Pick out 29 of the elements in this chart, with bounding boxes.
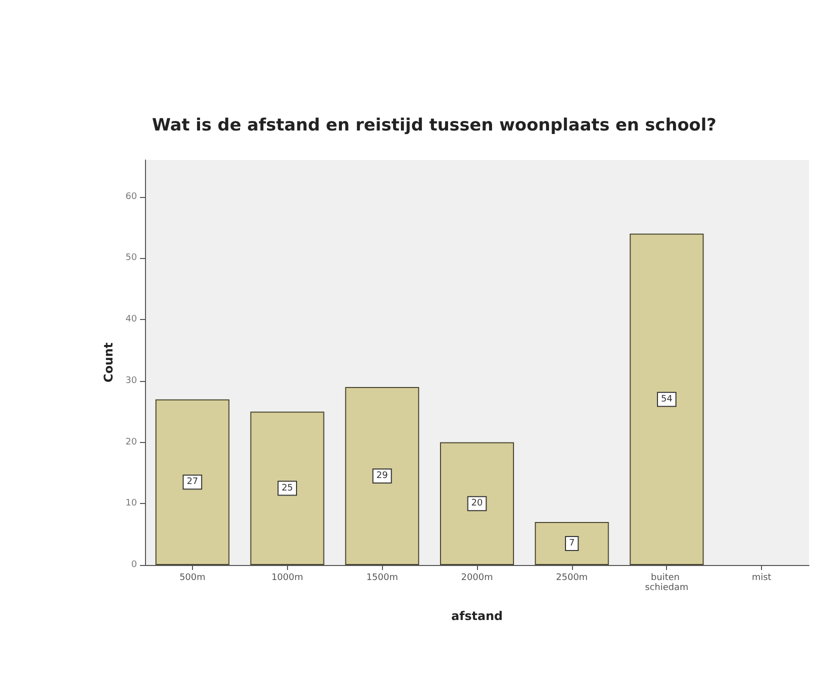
y-tick-label: 30 bbox=[126, 376, 138, 386]
x-tick-label: 2500m bbox=[556, 573, 588, 583]
x-tick-label: 2000m bbox=[461, 573, 493, 583]
x-tick-label: 1500m bbox=[366, 573, 398, 583]
data-label: 7 bbox=[568, 538, 575, 549]
data-label: 20 bbox=[471, 498, 483, 509]
x-tick-label: buiten schiedam bbox=[645, 573, 688, 593]
bar bbox=[345, 387, 420, 565]
bar bbox=[534, 522, 609, 565]
bar bbox=[250, 412, 324, 565]
chart-title: Wat is de afstand en reistijd tussen woonplaats en school? bbox=[152, 116, 716, 136]
data-label: 29 bbox=[376, 471, 388, 482]
y-tick-label: 10 bbox=[126, 498, 138, 509]
x-tick-label: 1000m bbox=[271, 573, 304, 583]
x-tick-label: 500m bbox=[179, 573, 206, 583]
y-tick-label: 50 bbox=[126, 253, 138, 264]
y-tick-label: 0 bbox=[131, 560, 138, 570]
bar bbox=[440, 442, 514, 565]
bar bbox=[630, 234, 704, 565]
x-axis-title: afstand bbox=[451, 609, 503, 623]
y-tick-label: 40 bbox=[126, 314, 138, 325]
x-tick-label: mist bbox=[752, 573, 772, 583]
data-label: 54 bbox=[660, 394, 673, 404]
data-label: 27 bbox=[186, 477, 198, 488]
y-axis-title: Count bbox=[102, 342, 116, 382]
data-label: 25 bbox=[282, 483, 294, 494]
y-tick-label: 60 bbox=[126, 192, 138, 202]
y-tick-label: 20 bbox=[126, 437, 138, 448]
bar bbox=[155, 399, 230, 565]
